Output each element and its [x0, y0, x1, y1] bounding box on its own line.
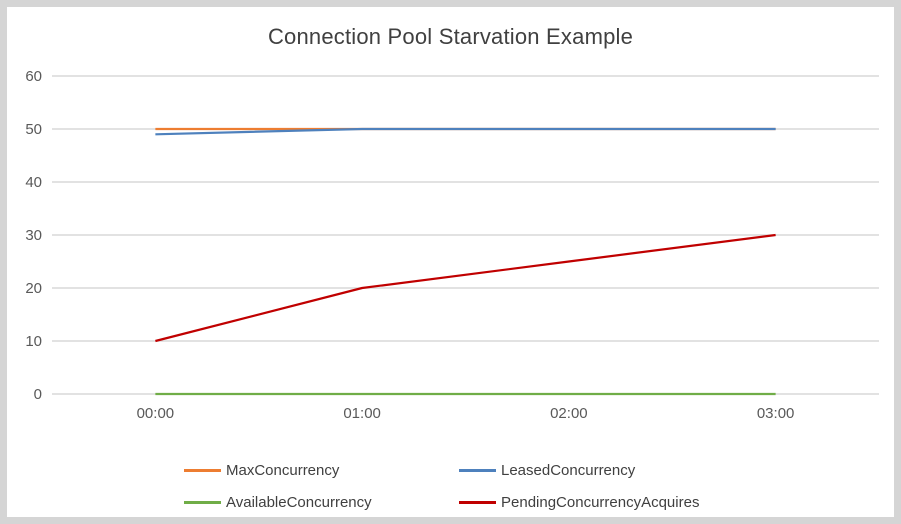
y-tick-label: 60 [25, 68, 42, 85]
legend-label: AvailableConcurrency [226, 493, 372, 511]
y-tick-label: 30 [25, 227, 42, 244]
series-line-PendingConcurrencyAcquires [155, 233, 776, 343]
y-tick-label: 0 [34, 386, 42, 403]
legend-label: LeasedConcurrency [501, 461, 636, 479]
legend-item-PendingConcurrencyAcquires: PendingConcurrencyAcquires [459, 492, 699, 512]
chart-title: Connection Pool Starvation Example [267, 24, 634, 49]
y-tick-label: 20 [25, 280, 42, 297]
legend: MaxConcurrency LeasedConcurrency Available… [184, 460, 699, 512]
y-tick-label: 50 [25, 121, 42, 138]
series-line-LeasedConcurrency [155, 127, 776, 136]
legend-line-swatch [459, 500, 496, 504]
legend-item-MaxConcurrency: MaxConcurrency [184, 460, 459, 480]
legend-line-swatch [184, 468, 221, 472]
legend-item-LeasedConcurrency: LeasedConcurrency [459, 460, 699, 480]
legend-line-swatch [184, 500, 221, 504]
legend-label: MaxConcurrency [226, 461, 340, 479]
x-tick-label: 01:00 [343, 405, 381, 422]
legend-item-AvailableConcurrency: AvailableConcurrency [184, 492, 459, 512]
y-tick-label: 40 [25, 174, 42, 191]
x-tick-label: 00:00 [137, 405, 175, 422]
legend-line-swatch [459, 468, 496, 472]
y-tick-label: 10 [25, 333, 42, 350]
plot-area: 0 10 20 30 40 50 60 00:00 01:00 02:00 03:00 [25, 68, 879, 422]
x-tick-label: 02:00 [550, 405, 588, 422]
legend-label: PendingConcurrencyAcquires [501, 493, 700, 511]
x-tick-label: 03:00 [757, 405, 795, 422]
